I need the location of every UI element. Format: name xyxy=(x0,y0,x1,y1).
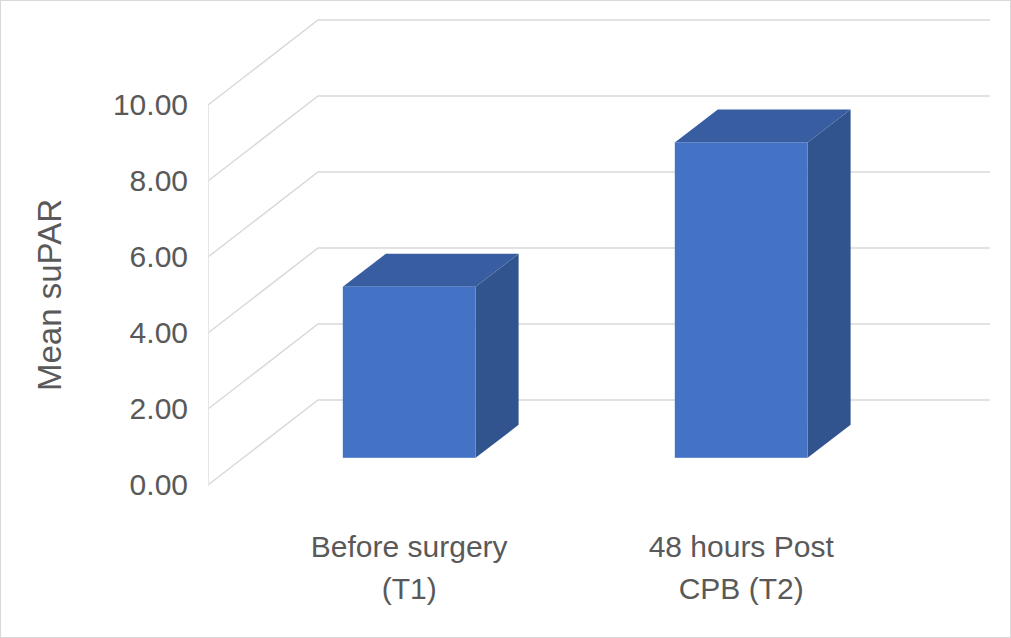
grid-line xyxy=(208,400,990,485)
tick-label: 8.00 xyxy=(130,164,188,197)
grid-line xyxy=(208,324,990,409)
category-label: 48 hours PostCPB (T2) xyxy=(649,530,835,605)
frame xyxy=(1,1,1011,638)
chart: 0.00 2.00 4.00 6.00 8.00 10.00 Mean suPAR Befor… xyxy=(0,0,1011,638)
grid-line xyxy=(208,96,990,181)
bar-front xyxy=(343,287,476,458)
tick-label: 6.00 xyxy=(130,240,188,273)
axis-title: Mean suPAR xyxy=(31,199,68,391)
bar-top xyxy=(675,109,851,142)
bar-top xyxy=(343,254,519,287)
tick: 10.00 xyxy=(113,88,208,121)
tick: 6.00 xyxy=(130,240,208,273)
grid-line xyxy=(208,172,990,257)
grid-line xyxy=(208,20,990,105)
category-label: Before surgery(T1) xyxy=(311,530,508,605)
tick-label: 10.00 xyxy=(113,88,188,121)
bars xyxy=(343,109,851,457)
grid-line xyxy=(208,248,990,333)
bar-front xyxy=(675,142,808,457)
tick-label: 0.00 xyxy=(130,468,188,501)
tick-label: 2.00 xyxy=(130,392,188,425)
bar xyxy=(343,254,519,458)
bar xyxy=(675,109,851,457)
grid xyxy=(208,20,990,485)
tick: 2.00 xyxy=(130,392,208,425)
y-axis: 0.00 2.00 4.00 6.00 8.00 10.00 xyxy=(113,88,209,501)
tick-label: 4.00 xyxy=(130,316,188,349)
tick: 8.00 xyxy=(130,164,208,197)
tick: 4.00 xyxy=(130,316,208,349)
x-axis: Before surgery(T1) 48 hours PostCPB (T2) xyxy=(311,530,835,605)
bar-side xyxy=(808,109,851,457)
tick: 0.00 xyxy=(130,468,208,501)
bar-side xyxy=(476,254,519,458)
axis-line xyxy=(208,106,209,486)
